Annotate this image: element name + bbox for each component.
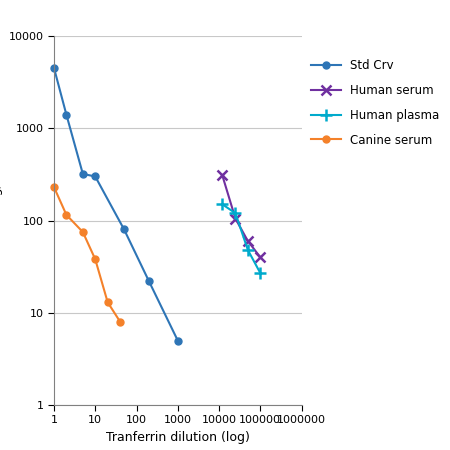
Std Crv [175,338,180,343]
Line: Std Crv: Std Crv [50,64,181,344]
Human plasma [245,247,251,252]
Canine serum [64,212,69,218]
Std Crv [122,227,127,232]
Human serum [220,172,225,178]
Std Crv [80,171,86,176]
Canine serum [80,230,86,235]
Canine serum [51,184,57,190]
X-axis label: Tranferrin dilution (log): Tranferrin dilution (log) [106,431,250,444]
Human serum [257,255,263,260]
Human serum [245,238,251,243]
Std Crv [93,174,98,179]
Canine serum [117,319,123,324]
Legend: Std Crv, Human serum, Human plasma, Canine serum: Std Crv, Human serum, Human plasma, Cani… [306,54,444,151]
Human plasma [257,270,263,276]
Std Crv [51,65,57,71]
Line: Canine serum: Canine serum [50,184,124,325]
Human serum [233,216,238,221]
Human plasma [220,202,225,207]
Human plasma [233,211,238,216]
Canine serum [105,300,110,305]
Line: Human plasma: Human plasma [217,199,266,279]
Line: Human serum: Human serum [217,170,265,262]
Std Crv [64,112,69,117]
Std Crv [146,279,152,284]
Canine serum [93,256,98,262]
Y-axis label: Transferrin, ng/mL: Transferrin, ng/mL [0,163,3,278]
